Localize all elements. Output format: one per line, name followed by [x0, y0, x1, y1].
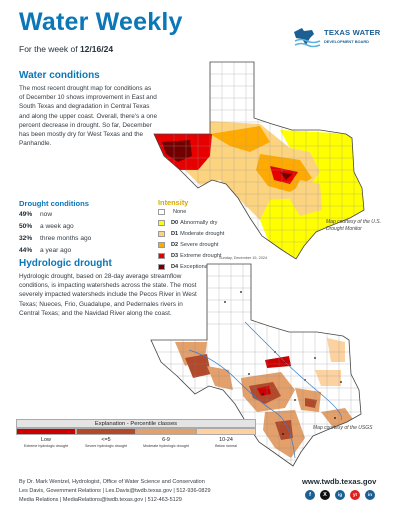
percentile-explanation: Explanation - Percentile classes Low Ext…: [16, 419, 256, 449]
water-conditions-text: The most recent drought map for conditio…: [19, 85, 157, 148]
class-desc: Moderate hydrologic drought: [143, 444, 189, 448]
stat-three-months: 32% three months ago: [19, 235, 91, 242]
stat-value: 44%: [19, 247, 33, 254]
class-desc: Severe hydrologic drought: [85, 444, 127, 448]
stat-value: 49%: [19, 211, 33, 218]
intensity-legend-title: Intensity: [158, 198, 189, 207]
week-prefix: For the week of: [19, 44, 80, 54]
newsletter-title: Water Weekly: [19, 8, 183, 36]
logo-text-line1: TEXAS WATER: [324, 28, 381, 37]
legend-row-d0: D0 Abnormally dry: [158, 219, 217, 227]
stat-week-ago: 50% a week ago: [19, 223, 74, 230]
website-link[interactable]: www.twdb.texas.gov: [302, 477, 377, 486]
drought-monitor-map: [153, 61, 365, 260]
legend-swatch: [158, 242, 165, 248]
author-line: By Dr. Mark Wentzel, Hydrologist, Office…: [19, 479, 205, 485]
legend-label: Severe drought: [180, 242, 219, 248]
class-desc: Extreme hydrologic drought: [24, 444, 68, 448]
legend-swatch: [158, 231, 165, 237]
class-le5: <=5 Severe hydrologic drought: [76, 428, 136, 449]
legend-row-d2: D2 Severe drought: [158, 241, 218, 249]
stat-value: 50%: [19, 223, 33, 230]
social-links: f X ig yt in: [305, 490, 375, 500]
stat-label: a week ago: [40, 223, 74, 230]
drought-map-credit: Map courtesy of the U.S. Drought Monitor: [326, 219, 382, 232]
legend-code: D0: [171, 220, 179, 226]
class-label: 10-24: [219, 437, 233, 443]
stat-year-ago: 44% a year ago: [19, 247, 71, 254]
legend-row-d4: D4 Exceptional drought: [158, 263, 230, 271]
legend-row-d3: D3 Extreme drought: [158, 252, 222, 260]
hydrologic-map-date: Sunday, December 15, 2024: [219, 256, 268, 260]
legend-label: None: [173, 209, 187, 215]
linkedin-icon[interactable]: in: [365, 490, 375, 500]
legend-row-d1: D1 Moderate drought: [158, 230, 224, 238]
class-label: Low: [41, 437, 51, 443]
week-line: For the week of 12/16/24: [19, 44, 113, 54]
facebook-icon[interactable]: f: [305, 490, 315, 500]
contact-media-relations[interactable]: Media Relations | MediaRelations@twdb.te…: [19, 497, 182, 503]
hydrologic-heading: Hydrologic drought: [19, 258, 112, 269]
class-swatch: [16, 428, 76, 435]
twdb-logo[interactable]: TEXAS WATER DEVELOPMENT BOARD: [292, 24, 388, 50]
legend-swatch: [158, 253, 165, 259]
contact-gov-relations[interactable]: Les Davis, Government Relations | Les.Da…: [19, 488, 211, 494]
youtube-icon[interactable]: yt: [350, 490, 360, 500]
footer-contacts: By Dr. Mark Wentzel, Hydrologist, Office…: [19, 478, 211, 505]
legend-code: D4: [171, 264, 179, 270]
legend-row-none: None: [158, 208, 186, 216]
stat-label: now: [40, 211, 53, 218]
class-6-9: 6-9 Moderate hydrologic drought: [136, 428, 196, 449]
legend-label: Moderate drought: [180, 231, 225, 237]
legend-code: D3: [171, 253, 179, 259]
legend-label: Extreme drought: [180, 253, 222, 259]
legend-code: D2: [171, 242, 179, 248]
water-conditions-heading: Water conditions: [19, 70, 100, 81]
class-low: Low Extreme hydrologic drought: [16, 428, 76, 449]
legend-swatch: [158, 209, 165, 215]
stat-label: three months ago: [40, 235, 92, 242]
hydrologic-map-credit: Map courtesy of the USGS: [313, 425, 373, 431]
class-10-24: 10-24 Below normal: [196, 428, 256, 449]
x-twitter-icon[interactable]: X: [320, 490, 330, 500]
class-swatch: [76, 428, 136, 435]
legend-swatch: [158, 220, 165, 226]
class-label: <=5: [101, 437, 111, 443]
legend-swatch: [158, 264, 165, 270]
class-desc: Below normal: [215, 444, 237, 448]
class-label: 6-9: [162, 437, 170, 443]
logo-text-line2: DEVELOPMENT BOARD: [324, 39, 369, 44]
legend-label: Exceptional drought: [180, 264, 230, 270]
instagram-icon[interactable]: ig: [335, 490, 345, 500]
stat-value: 32%: [19, 235, 33, 242]
class-swatch: [196, 428, 256, 435]
twdb-logo-icon: [294, 28, 321, 48]
stat-now: 49% now: [19, 211, 52, 218]
legend-code: D1: [171, 231, 179, 237]
hydrologic-text: Hydrologic drought, based on 28-day aver…: [19, 273, 197, 317]
stat-label: a year ago: [40, 247, 72, 254]
explanation-title: Explanation - Percentile classes: [16, 419, 256, 428]
legend-label: Abnormally dry: [180, 220, 218, 226]
drought-conditions-heading: Drought conditions: [19, 199, 90, 208]
class-swatch: [136, 428, 196, 435]
week-date: 12/16/24: [79, 44, 114, 54]
